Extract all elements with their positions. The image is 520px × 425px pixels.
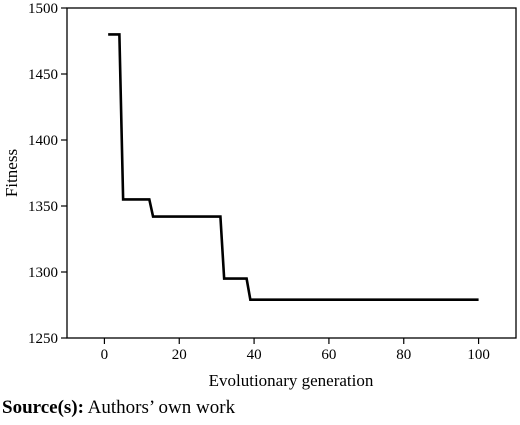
source-text: Authors’ own work (87, 397, 236, 418)
y-tick-label: 1350 (28, 199, 58, 215)
x-tick-label: 0 (101, 347, 109, 363)
data-line (108, 33, 479, 302)
x-axis-label: Evolutionary generation (209, 371, 374, 390)
x-tick-label: 20 (172, 347, 187, 363)
source-label: Source(s): (2, 397, 84, 418)
chart: Evolutionary generation Fitness 0 20 40 60 8… (2, 1, 517, 390)
x-tick-label: 80 (396, 347, 411, 363)
plot-frame (66, 7, 517, 339)
y-tick-label: 1450 (28, 67, 58, 83)
source-note: Source(s): Authors’ own work (2, 397, 235, 419)
y-tick-label: 1400 (28, 133, 58, 149)
y-tick-label: 1250 (28, 331, 58, 347)
y-axis-label: Fitness (2, 149, 21, 197)
y-tick-label: 1300 (28, 265, 58, 281)
x-tick-label: 100 (467, 347, 490, 363)
x-tick-label: 60 (321, 347, 336, 363)
x-tick-label: 40 (247, 347, 262, 363)
y-tick-label: 1500 (28, 1, 58, 17)
